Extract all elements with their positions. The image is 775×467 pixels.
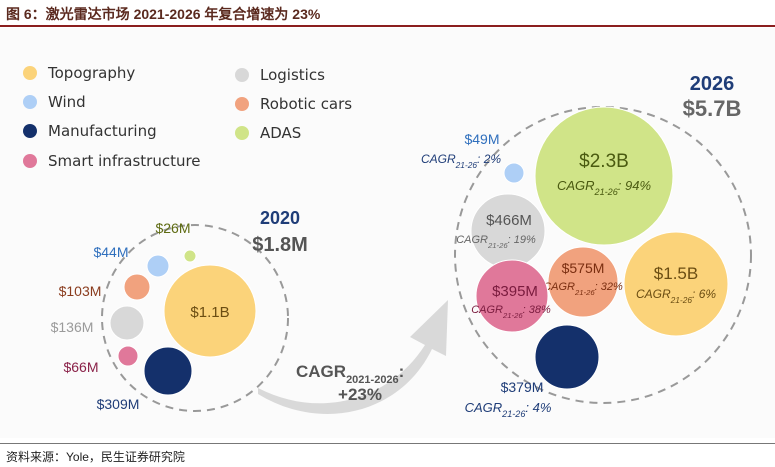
value-label-2026-smart-infrastructure: $395M [492, 283, 538, 300]
outer-ring-2020 [101, 224, 289, 412]
bubble-2026-topography [623, 231, 729, 337]
title-rule [0, 25, 775, 27]
cagr-label-2026-adas: CAGR21-26: 94% [557, 178, 651, 197]
total-label-2026: $5.7B [683, 96, 742, 121]
bubble-2020-wind [146, 254, 170, 278]
legend-marker-logistics [235, 68, 249, 82]
value-label-2020-logistics: $136M [51, 319, 94, 335]
value-label-2020-adas: $26M [155, 220, 190, 236]
legend-label-smart-infrastructure: Smart infrastructure [48, 152, 201, 170]
value-label-2026-topography: $1.5B [654, 264, 698, 283]
cagr-label-2026-manufacturing: CAGR21-26: 4% [465, 400, 552, 419]
legend-label-topography: Topography [47, 64, 135, 82]
value-label-2026-logistics: $466M [486, 212, 532, 229]
bubble-2026-adas [534, 106, 674, 246]
cagr-label-2026-wind: CAGR21-26: 2% [421, 152, 501, 170]
bubble-2020-logistics [109, 305, 145, 341]
bubble-2020-manufacturing [143, 346, 193, 396]
bubble-2026-robotic-cars [547, 246, 619, 318]
legend-marker-robotic-cars [235, 97, 249, 111]
bubble-2020-smart-infrastructure [117, 345, 139, 367]
legend-label-logistics: Logistics [260, 66, 325, 84]
year-label-2020: 2020 [260, 208, 300, 228]
bubble-2020-topography [163, 264, 257, 358]
value-label-2026-manufacturing: $379M [501, 379, 544, 395]
bubble-2026-wind [503, 162, 525, 184]
legend-label-robotic-cars: Robotic cars [260, 95, 352, 113]
bubble-2020-robotic-cars [123, 273, 151, 301]
year-label-2026: 2026 [690, 73, 735, 95]
legend-marker-smart-infrastructure [23, 154, 37, 168]
value-label-2026-robotic-cars: $575M [562, 260, 605, 276]
legend-marker-manufacturing [23, 124, 37, 138]
cagr-label-2026-robotic-cars: CAGR21-26: 32% [543, 281, 623, 297]
cagr-label-2026-logistics: CAGR21-26: 19% [456, 234, 536, 250]
bubble-2026-logistics [470, 193, 546, 269]
total-label-2020: $1.8M [252, 234, 308, 256]
chart-panel [0, 28, 775, 438]
cagr-label: CAGR2021-2026: [296, 362, 404, 386]
value-label-2026-wind: $49M [464, 131, 499, 147]
figure-title: 图 6：激光雷达市场 2021-2026 年复合增速为 23% [6, 6, 321, 22]
outer-ring-2026 [454, 106, 752, 404]
value-label-2020-smart-infrastructure: $66M [63, 359, 98, 375]
cagr-label-2026-topography: CAGR21-26: 6% [636, 287, 716, 305]
cagr-label-2026-smart-infrastructure: CAGR21-26: 38% [471, 304, 551, 320]
bubble-2020-adas [183, 249, 197, 263]
cagr-value: +23% [338, 385, 382, 404]
legend-label-adas: ADAS [260, 124, 301, 142]
legend-label-manufacturing: Manufacturing [48, 122, 157, 140]
value-label-2020-robotic-cars: $103M [59, 283, 102, 299]
value-label-2026-adas: $2.3B [579, 151, 629, 172]
legend-marker-wind [23, 95, 37, 109]
legend-marker-topography [23, 66, 37, 80]
legend-marker-adas [235, 126, 249, 140]
value-label-2020-topography: $1.1B [190, 304, 229, 321]
value-label-2020-wind: $44M [93, 244, 128, 260]
bubble-2026-smart-infrastructure [475, 259, 549, 333]
value-label-2020-manufacturing: $309M [97, 396, 140, 412]
source-note: 资料来源：Yole，民生证券研究院 [6, 450, 185, 464]
source-rule [0, 443, 775, 444]
legend-label-wind: Wind [48, 93, 86, 111]
cagr-arrow [258, 300, 448, 414]
bubble-2026-manufacturing [534, 324, 600, 390]
